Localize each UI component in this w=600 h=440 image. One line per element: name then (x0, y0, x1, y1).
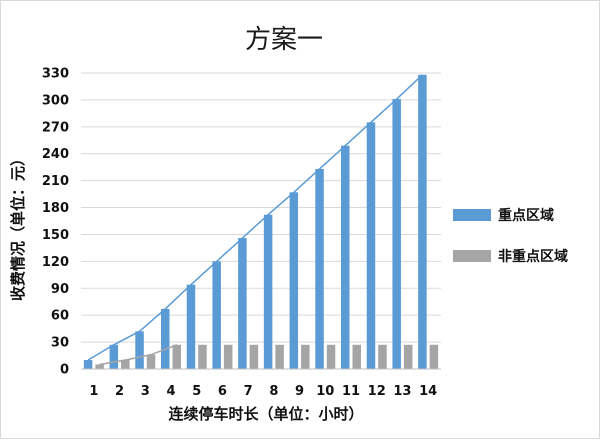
legend-swatch (453, 209, 491, 221)
x-tick-labels: 1 2 3 4 5 6 7 8 9 10 11 12 13 14 (89, 384, 437, 399)
y-tick-label: 150 (42, 228, 69, 243)
bar-non-key-area (95, 364, 104, 369)
bar-key-area (186, 284, 196, 369)
bar-non-key-area (326, 344, 336, 369)
grid-lines (81, 72, 441, 343)
x-tick-label: 4 (166, 384, 175, 399)
y-tick-label: 210 (42, 174, 69, 189)
y-tick-label: 90 (51, 282, 69, 297)
x-tick-label: 10 (316, 384, 334, 399)
bar-key-area (238, 238, 247, 369)
bar-key-area (109, 344, 119, 369)
trend-lines (87, 74, 423, 366)
bar-key-area (392, 99, 401, 370)
y-tick-labels: 0 30 60 90 120 150 180 210 240 270 300 330 (42, 67, 69, 378)
bars (83, 74, 439, 370)
x-tick-label: 14 (419, 384, 437, 399)
bar-key-area (289, 192, 299, 369)
bar-non-key-area (378, 344, 387, 369)
bar-key-area (263, 214, 273, 369)
legend-label: 非重点区域 (498, 248, 568, 265)
bar-non-key-area (429, 344, 439, 369)
bar-non-key-area (352, 344, 361, 369)
y-axis-label: 收费情况（单位：元） (9, 151, 27, 301)
bar-non-key-area (146, 354, 156, 369)
bar-non-key-area (249, 344, 259, 369)
bar-key-area (212, 261, 221, 369)
legend-swatch (453, 250, 491, 262)
x-tick-label: 1 (89, 384, 98, 399)
y-tick-label: 330 (42, 67, 69, 82)
x-axis-label: 连续停车时长（单位：小时） (168, 405, 363, 423)
bar-key-area (135, 331, 144, 369)
bar-key-area (315, 168, 324, 369)
x-tick-label: 11 (342, 384, 360, 399)
y-tick-label: 30 (51, 336, 69, 351)
x-tick-label: 8 (269, 384, 278, 399)
x-tick-label: 7 (244, 384, 253, 399)
y-tick-label: 180 (42, 201, 69, 216)
y-tick-label: 270 (42, 120, 69, 135)
bar-non-key-area (223, 344, 233, 369)
trend-line-non-key-area (99, 344, 178, 366)
trend-line-key-area (87, 74, 423, 361)
y-tick-label: 120 (42, 255, 69, 270)
x-tick-label: 5 (192, 384, 201, 399)
chart-title: 方案一 (245, 25, 323, 55)
bar-non-key-area (172, 344, 181, 369)
bar-non-key-area (121, 360, 130, 369)
bar-non-key-area (275, 344, 284, 369)
x-tick-label: 13 (393, 384, 411, 399)
x-tick-label: 3 (141, 384, 150, 399)
y-tick-label: 0 (60, 363, 69, 378)
bar-non-key-area (403, 344, 413, 369)
x-tick-label: 6 (218, 384, 227, 399)
bar-key-area (83, 360, 93, 369)
y-tick-label: 300 (42, 93, 69, 108)
bar-key-area (366, 122, 376, 369)
x-tick-label: 12 (368, 384, 386, 399)
bar-non-key-area (301, 344, 310, 369)
y-tick-label: 60 (51, 309, 69, 324)
x-tick-label: 9 (295, 384, 304, 399)
bar-non-key-area (198, 344, 207, 369)
bar-key-area (341, 145, 350, 369)
y-tick-label: 240 (42, 147, 69, 162)
bar-key-area (418, 74, 427, 369)
legend-label: 重点区域 (498, 207, 554, 224)
x-tick-label: 2 (115, 384, 124, 399)
bar-key-area (161, 308, 170, 369)
